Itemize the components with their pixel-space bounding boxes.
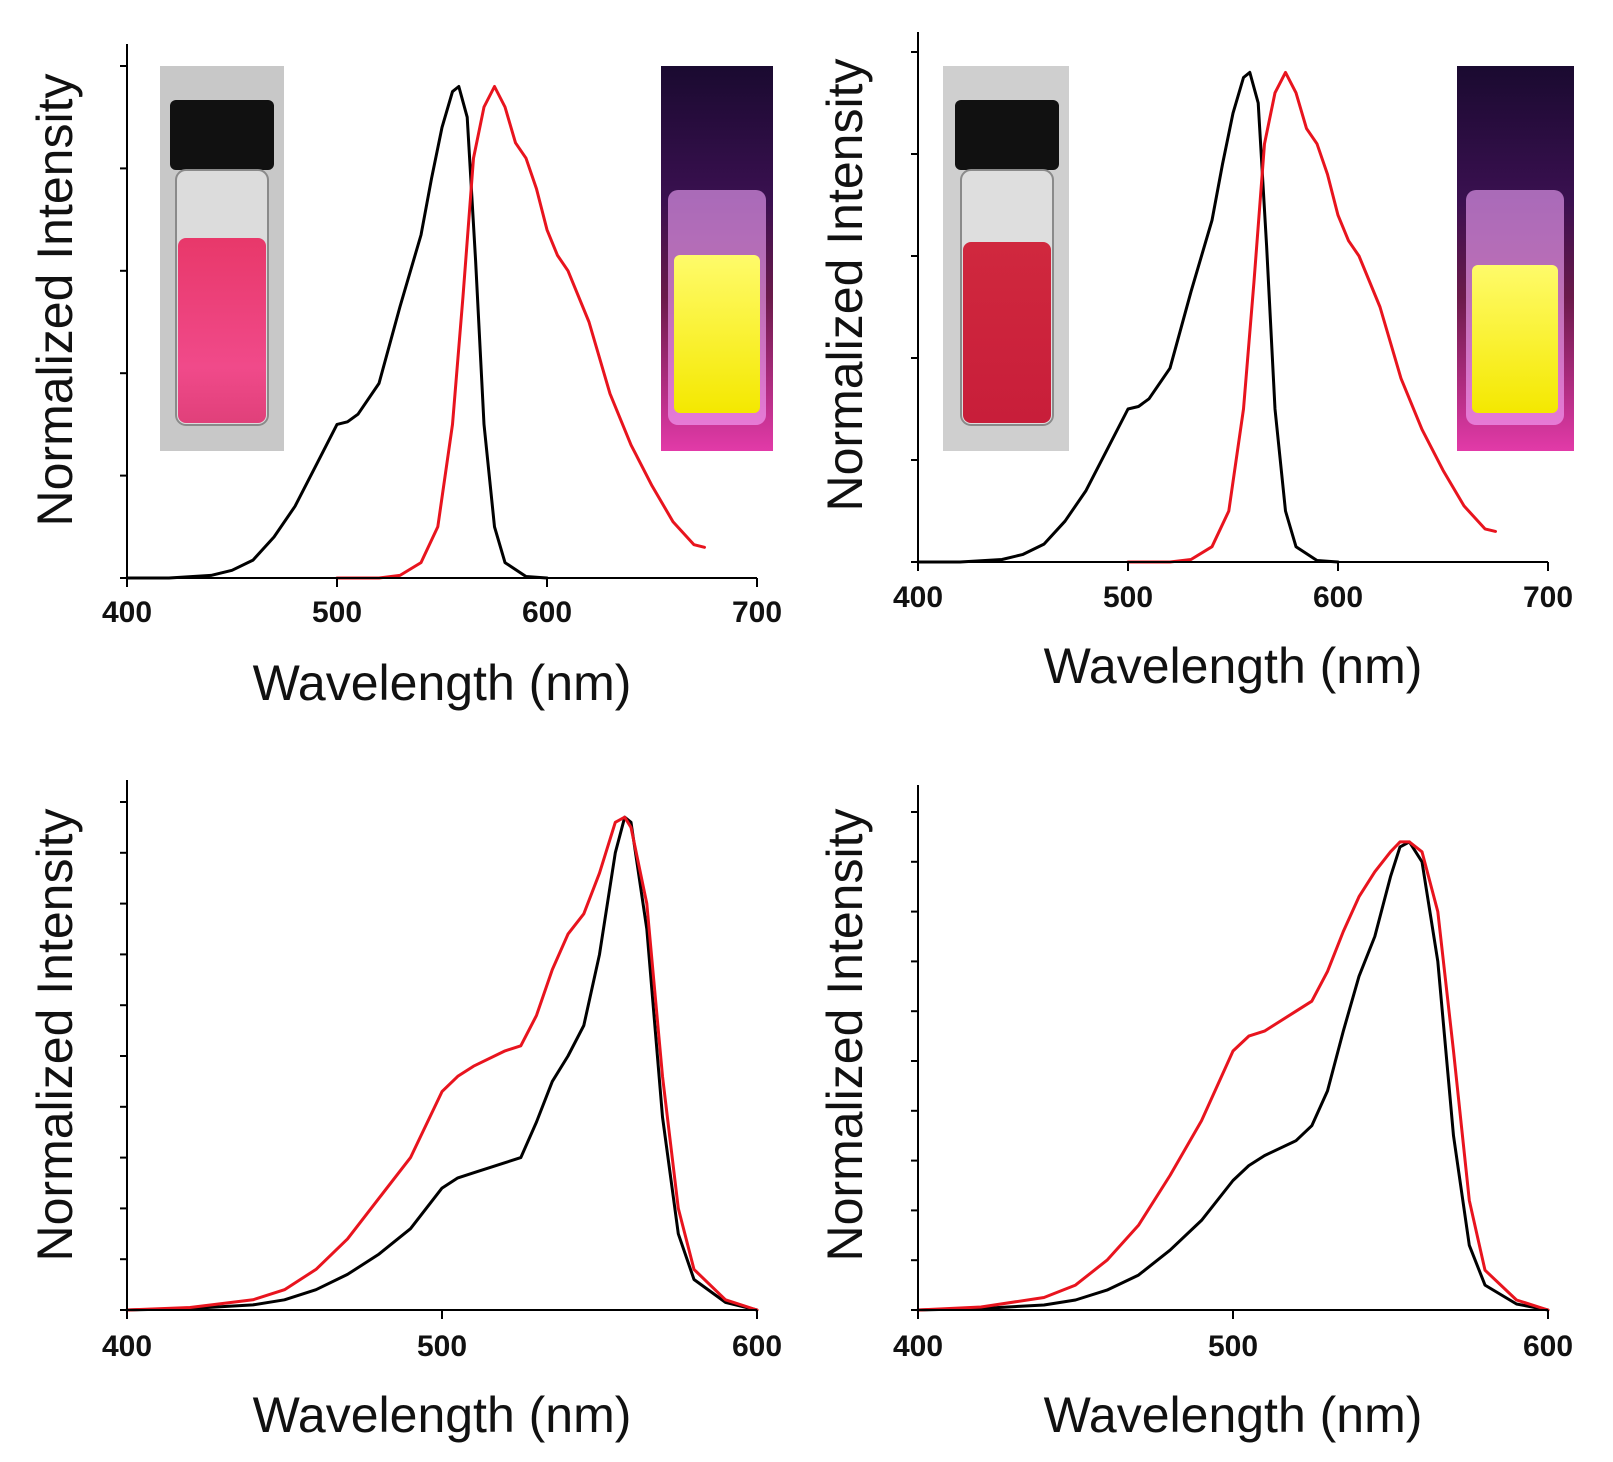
x-tick-label: 500 (1103, 581, 1153, 614)
vial-solution (963, 242, 1051, 423)
x-tick-label: 400 (102, 1330, 152, 1363)
panel-top-left: 400 500 600 700 Wavelength (nm) Normalized In… (27, 44, 782, 711)
inset-vial-uv (661, 66, 773, 451)
inset-vial-ambient (160, 66, 284, 451)
series-line-black (916, 840, 1550, 1312)
x-tick-label: 600 (522, 596, 572, 629)
x-tick-label: 500 (312, 596, 362, 629)
x-tick-label: 600 (732, 1330, 782, 1363)
vial-solution (178, 238, 266, 423)
y-axis-title: Normalized Intensity (817, 59, 873, 512)
series-line-emission (335, 85, 706, 580)
x-axis-title: Wavelength (nm) (1044, 1387, 1423, 1443)
x-tick-label: 400 (893, 1330, 943, 1363)
x-tick-label: 500 (1208, 1330, 1258, 1363)
series-line-absorption (125, 85, 549, 580)
y-axis-title: Normalized Intensity (27, 809, 83, 1262)
x-tick-label: 500 (417, 1330, 467, 1363)
y-axis-title: Normalized Intensity (817, 809, 873, 1262)
vial-emission (1472, 265, 1558, 413)
series-line-black (125, 815, 759, 1312)
x-tick-label: 400 (893, 581, 943, 614)
series-line-red (916, 840, 1550, 1312)
x-tick-label: 700 (1523, 581, 1573, 614)
y-axis-title: Normalized Intensity (27, 74, 83, 527)
panel-bottom-right: 400 500 600 Wavelength (nm) Normalized Inten… (817, 785, 1573, 1443)
x-axis-title: Wavelength (nm) (253, 1387, 632, 1443)
series-line-absorption (916, 70, 1340, 564)
series-line-emission (1126, 70, 1497, 564)
vial-cap (170, 100, 274, 170)
inset-vial-ambient (943, 66, 1069, 451)
x-tick-label: 600 (1523, 1330, 1573, 1363)
x-axis-title: Wavelength (nm) (1044, 638, 1423, 694)
x-axis-title: Wavelength (nm) (253, 655, 632, 711)
vial-emission (674, 255, 760, 413)
x-tick-label: 600 (1313, 581, 1363, 614)
inset-vial-uv (1457, 66, 1574, 451)
x-tick-label: 400 (102, 596, 152, 629)
panel-bottom-left: 400 500 600 Wavelength (nm) Normalized Inten… (27, 780, 782, 1443)
vial-cap (955, 100, 1059, 170)
series-line-red (125, 815, 759, 1312)
panel-top-right: 400 500 600 700 Wavelength (nm) Normalized In… (817, 32, 1574, 694)
x-tick-label: 700 (732, 596, 782, 629)
